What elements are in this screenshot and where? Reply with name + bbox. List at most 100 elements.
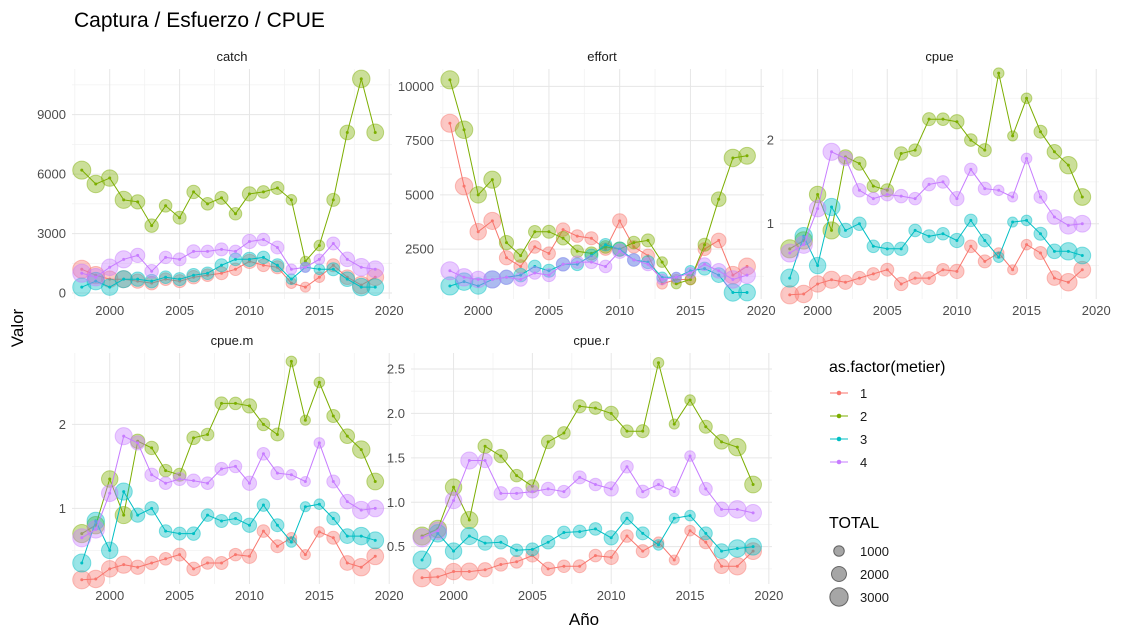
data-point-center <box>515 491 519 495</box>
data-point-center <box>547 269 551 273</box>
x-tick-label: 2000 <box>803 303 832 318</box>
data-point-center <box>108 176 112 180</box>
data-point-center <box>373 285 377 289</box>
data-point-center <box>233 401 237 405</box>
legend-size-title: TOTAL <box>829 515 879 532</box>
x-tick-label: 2010 <box>597 588 626 603</box>
data-point-center <box>530 490 534 494</box>
y-tick-label: 2 <box>59 417 66 432</box>
data-point-center <box>448 284 452 288</box>
data-point-center <box>80 285 84 289</box>
legend-color-keys: 1 2 3 4 <box>830 386 867 470</box>
data-point-center <box>261 422 265 426</box>
data-point-center <box>1080 195 1084 199</box>
data-point-center <box>136 277 140 281</box>
data-point-center <box>688 529 692 533</box>
data-point-center <box>178 477 182 481</box>
data-point-center <box>672 516 676 520</box>
x-tick-label: 2000 <box>439 588 468 603</box>
data-point-center <box>206 481 210 485</box>
series-line <box>421 454 754 539</box>
data-point-center <box>164 557 168 561</box>
data-point-center <box>206 202 210 206</box>
x-tick-label: 2015 <box>305 588 334 603</box>
data-point-center <box>1066 163 1070 167</box>
data-point-center <box>720 507 724 511</box>
data-point-center <box>289 281 293 285</box>
data-point-center <box>1038 130 1042 134</box>
data-point-center <box>178 257 182 261</box>
x-tick-label: 2005 <box>518 588 547 603</box>
data-point-center <box>672 490 676 494</box>
data-point-center <box>476 230 480 234</box>
data-point-center <box>467 534 471 538</box>
data-point-center <box>632 245 636 249</box>
data-point-center <box>261 190 265 194</box>
data-point-center <box>955 120 959 124</box>
data-point-center <box>530 484 534 488</box>
data-point-center <box>345 561 349 565</box>
data-point-center <box>373 554 377 558</box>
data-point-center <box>206 271 210 275</box>
data-point-center <box>941 180 945 184</box>
data-point-center <box>122 434 126 438</box>
data-point-center <box>136 441 140 445</box>
legend-size-1000: 1000 <box>833 544 889 559</box>
data-point-center <box>575 262 579 266</box>
data-point-center <box>331 263 335 267</box>
data-point-center <box>604 247 608 251</box>
data-point-center <box>467 518 471 522</box>
data-point-center <box>547 273 551 277</box>
data-point-center <box>94 577 98 581</box>
data-point-center <box>150 506 154 510</box>
data-point-center <box>317 380 321 384</box>
data-point-center <box>533 230 537 234</box>
data-point-center <box>289 540 293 544</box>
data-point-center <box>499 562 503 566</box>
data-point-center <box>233 553 237 557</box>
legend-point <box>836 436 842 442</box>
grid <box>72 69 392 299</box>
data-point-center <box>625 516 629 520</box>
data-point-center <box>969 167 973 171</box>
data-point-center <box>331 516 335 520</box>
data-point-center <box>955 197 959 201</box>
series-line <box>789 151 1083 254</box>
data-point-center <box>646 262 650 266</box>
data-point-center <box>688 269 692 273</box>
data-point-center <box>483 459 487 463</box>
data-point-center <box>220 467 224 471</box>
data-point-center <box>164 255 168 259</box>
x-tick-label: 2015 <box>676 588 705 603</box>
legend-color-title: as.factor(metier) <box>829 359 945 376</box>
data-point-center <box>720 549 724 553</box>
data-point-center <box>247 240 251 243</box>
data-point-center <box>275 245 279 249</box>
legend-size-2000: 2000 <box>830 565 889 583</box>
legend-key-4: 4 <box>830 455 867 470</box>
y-tick-label: 1.5 <box>387 450 405 465</box>
data-point-center <box>483 568 487 572</box>
data-point-center <box>373 506 377 510</box>
data-point-center <box>192 190 196 194</box>
data-point-center <box>546 567 550 571</box>
data-point-center <box>80 271 84 275</box>
data-point-center <box>589 251 593 255</box>
data-point-center <box>857 188 861 192</box>
x-tick-label: 2010 <box>942 303 971 318</box>
data-point-center <box>575 249 579 253</box>
data-point-center <box>233 464 237 468</box>
data-point-center <box>660 260 664 264</box>
data-point-center <box>359 448 363 452</box>
data-point-center <box>373 267 377 271</box>
data-point-center <box>150 224 154 228</box>
data-point-center <box>275 471 279 475</box>
data-point-center <box>843 228 847 232</box>
data-point-center <box>641 429 645 433</box>
y-tick-label: 3000 <box>37 226 66 241</box>
data-point-center <box>646 254 650 258</box>
data-point-center <box>604 243 608 247</box>
data-point-center <box>303 505 307 509</box>
data-point-center <box>467 459 471 463</box>
